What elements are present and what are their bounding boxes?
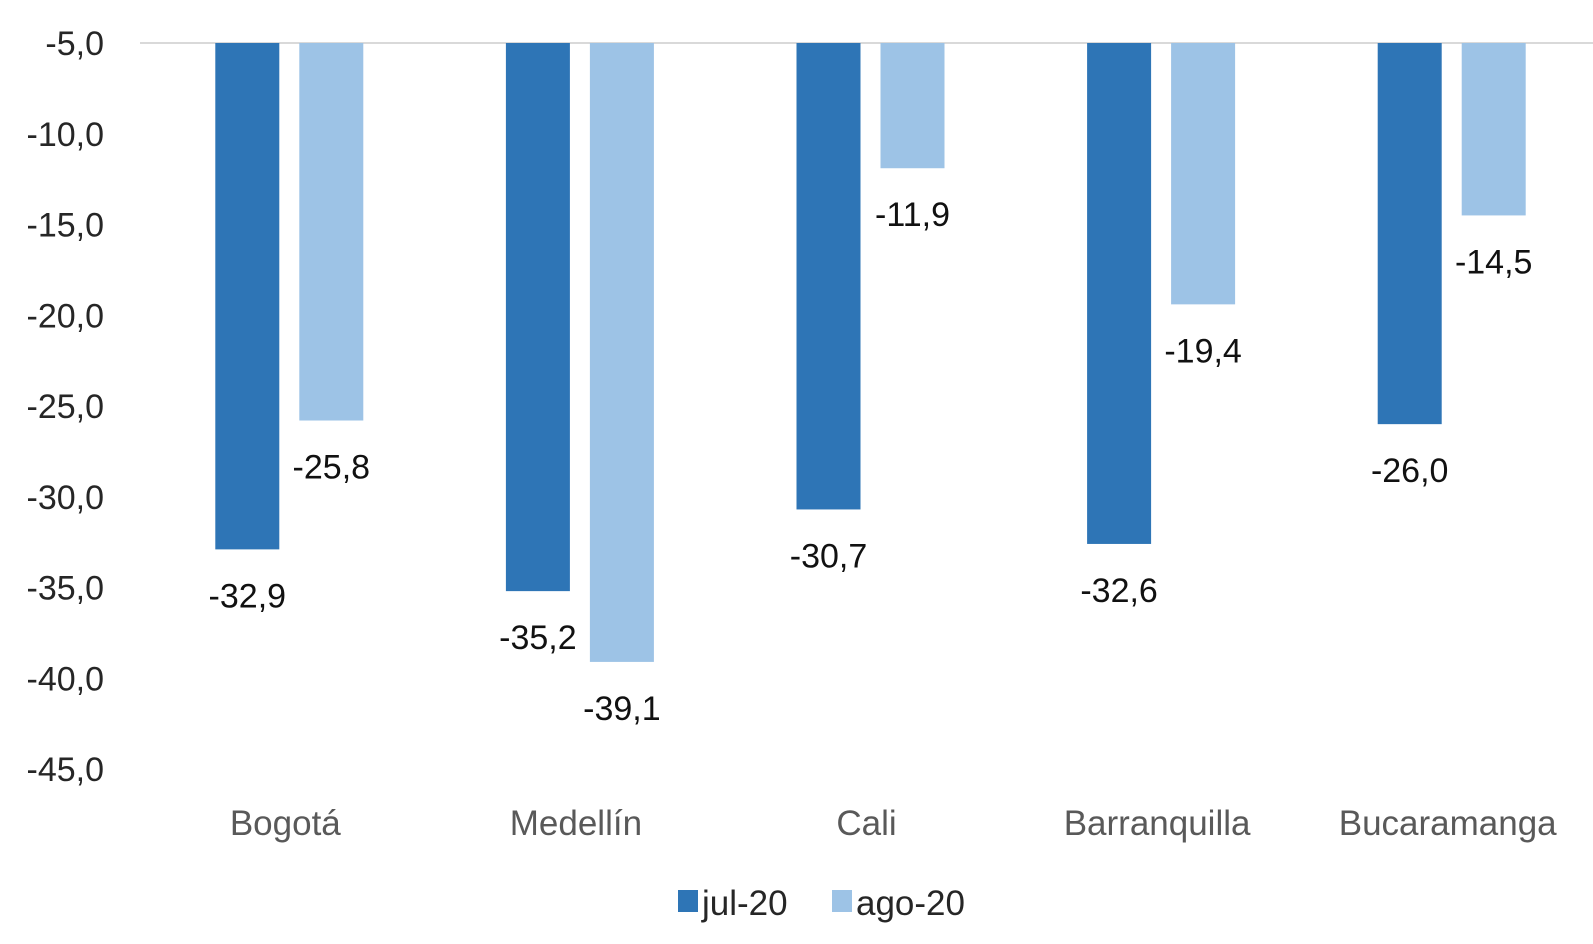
data-label: -11,9 <box>875 196 950 234</box>
legend-swatch <box>678 890 698 912</box>
x-tick-label: Bucaramanga <box>1339 804 1557 843</box>
data-label: -32,6 <box>1080 572 1158 610</box>
legend-item-jul-20[interactable]: jul-20 <box>678 884 788 923</box>
x-tick-label: Cali <box>836 804 896 843</box>
bars-group <box>215 43 1526 662</box>
data-label: -39,1 <box>583 690 661 728</box>
y-tick-label: -15,0 <box>27 207 105 245</box>
x-axis: Bogotá Medellín Cali Barranquilla Bucaramang… <box>230 804 1557 843</box>
y-tick-label: -45,0 <box>27 751 105 789</box>
legend[interactable]: jul-20 ago-20 <box>678 884 965 923</box>
y-tick-label: -5,0 <box>45 25 104 63</box>
data-label: -26,0 <box>1371 452 1449 490</box>
data-label: -19,4 <box>1164 332 1242 370</box>
bar-ago-20-Bucaramanga[interactable] <box>1461 43 1526 216</box>
x-tick-label: Barranquilla <box>1064 804 1251 843</box>
y-tick-label: -30,0 <box>27 479 105 517</box>
bar-jul-20-Medellín[interactable] <box>505 43 570 592</box>
data-label: -32,9 <box>209 577 287 615</box>
legend-swatch <box>832 890 852 912</box>
bar-ago-20-Medellín[interactable] <box>589 43 654 662</box>
bar-ago-20-Barranquilla[interactable] <box>1171 43 1236 305</box>
data-label: -35,2 <box>499 619 577 657</box>
y-tick-label: -10,0 <box>27 116 105 154</box>
bar-jul-20-Cali[interactable] <box>796 43 861 510</box>
legend-label: jul-20 <box>701 884 788 923</box>
bar-ago-20-Bogotá[interactable] <box>299 43 364 421</box>
y-tick-label: -35,0 <box>27 570 105 608</box>
legend-label: ago-20 <box>856 884 965 923</box>
data-label: -14,5 <box>1455 243 1533 281</box>
bar-jul-20-Barranquilla[interactable] <box>1087 43 1152 544</box>
data-label: -30,7 <box>790 537 868 575</box>
y-tick-label: -40,0 <box>27 660 105 698</box>
data-label: -25,8 <box>293 449 371 487</box>
y-axis: -5,0 -10,0 -15,0 -20,0 -25,0 -30,0 -35,0 -40,0 -… <box>27 25 105 789</box>
bar-jul-20-Bucaramanga[interactable] <box>1377 43 1442 425</box>
bar-ago-20-Cali[interactable] <box>880 43 945 169</box>
data-labels-group: -32,9 -35,2 -30,7 -32,6 -26,0 -25,8 -39,1 -11,9… <box>209 196 1533 728</box>
x-tick-label: Bogotá <box>230 804 341 843</box>
y-tick-label: -20,0 <box>27 297 105 335</box>
bar-jul-20-Bogotá[interactable] <box>215 43 280 550</box>
x-tick-label: Medellín <box>510 804 642 843</box>
y-tick-label: -25,0 <box>27 388 105 426</box>
legend-item-ago-20[interactable]: ago-20 <box>832 884 965 923</box>
